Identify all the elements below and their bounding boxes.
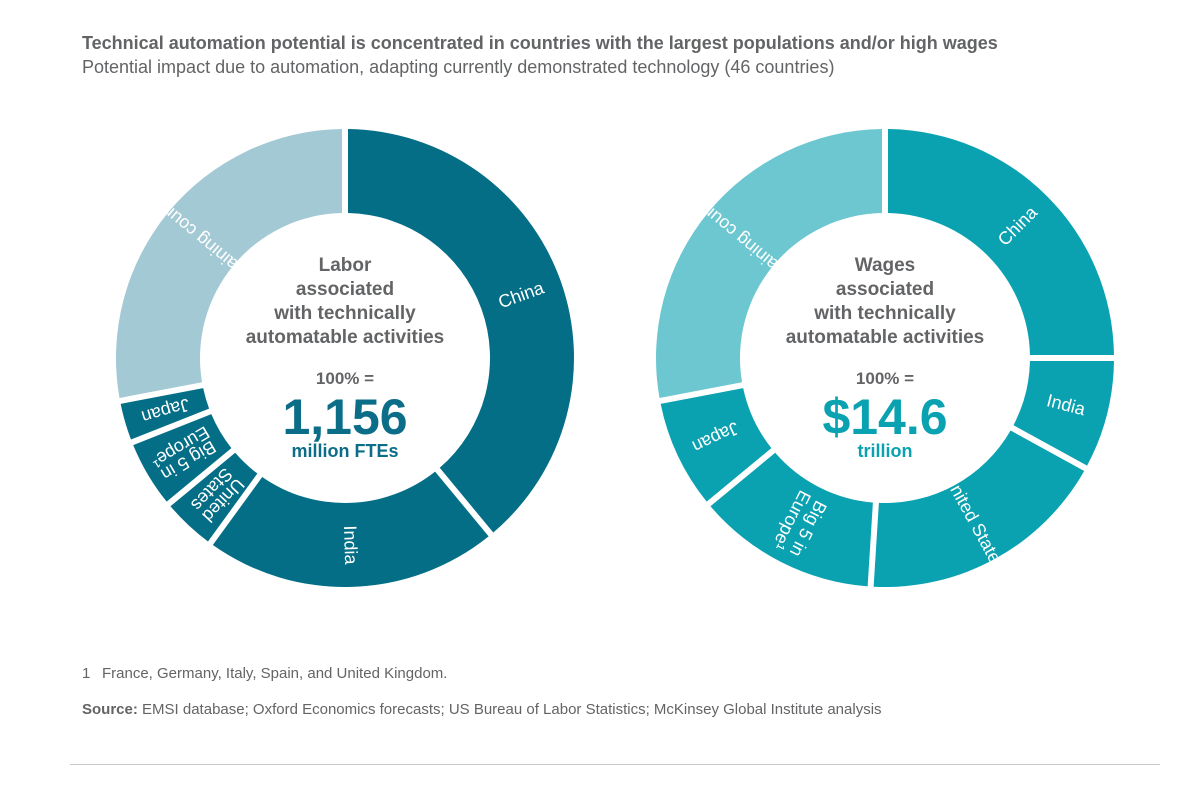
slice-united-states [170,452,258,542]
center-heading-line: automatable activities [246,327,445,348]
center-heading-line: associated [296,279,394,300]
slice-label-india: India [340,525,361,566]
slice-china [887,129,1114,356]
center-unit-label: trillion [858,441,913,461]
slice-remaining-countries [656,129,883,398]
footnote: 1 France, Germany, Italy, Spain, and Unit… [82,665,447,682]
footnote-text: France, Germany, Italy, Spain, and Unite… [102,665,448,682]
slice-japan [660,388,772,502]
center-percent-label: 100% = [856,369,914,388]
center-total-value: 1,156 [282,389,407,445]
center-percent-label: 100% = [316,369,374,388]
slice-united-states [873,430,1085,587]
slice-china [347,129,575,533]
donut-center-2: Wages associated with technically automatab… [786,255,985,461]
center-total-value: $14.6 [822,389,947,445]
footnote-number: 1 [82,665,91,682]
source-text: EMSI database; Oxford Economics forecast… [142,701,882,718]
slice-big-5-in-europe [710,452,873,587]
center-heading-line: automatable activities [786,327,985,348]
chart-title: Technical automation potential is concen… [82,33,998,53]
center-heading-line: with technically [813,303,956,324]
slice-india [1013,360,1114,466]
slice-india [212,471,489,587]
bottom-divider [70,764,1160,765]
center-heading-line: associated [836,279,934,300]
slice-remaining-countries [115,129,343,398]
center-heading-line: Wages [855,255,916,276]
center-heading-line: with technically [273,303,416,324]
source-note: Source: EMSI database; Oxford Economics … [82,701,882,718]
slice-japan [120,388,210,440]
chart-subtitle: Potential impact due to automation, adap… [82,57,835,77]
slice-big-5-in-europe [133,414,232,502]
center-unit-label: million FTEs [291,441,398,461]
donut-center-1: Labor associated with technically automatab… [246,255,445,461]
source-label: Source: [82,701,138,718]
center-heading-line: Labor [319,255,372,276]
slice-label-big-5-in-europe: Big 5 inEurope¹ [768,487,832,562]
